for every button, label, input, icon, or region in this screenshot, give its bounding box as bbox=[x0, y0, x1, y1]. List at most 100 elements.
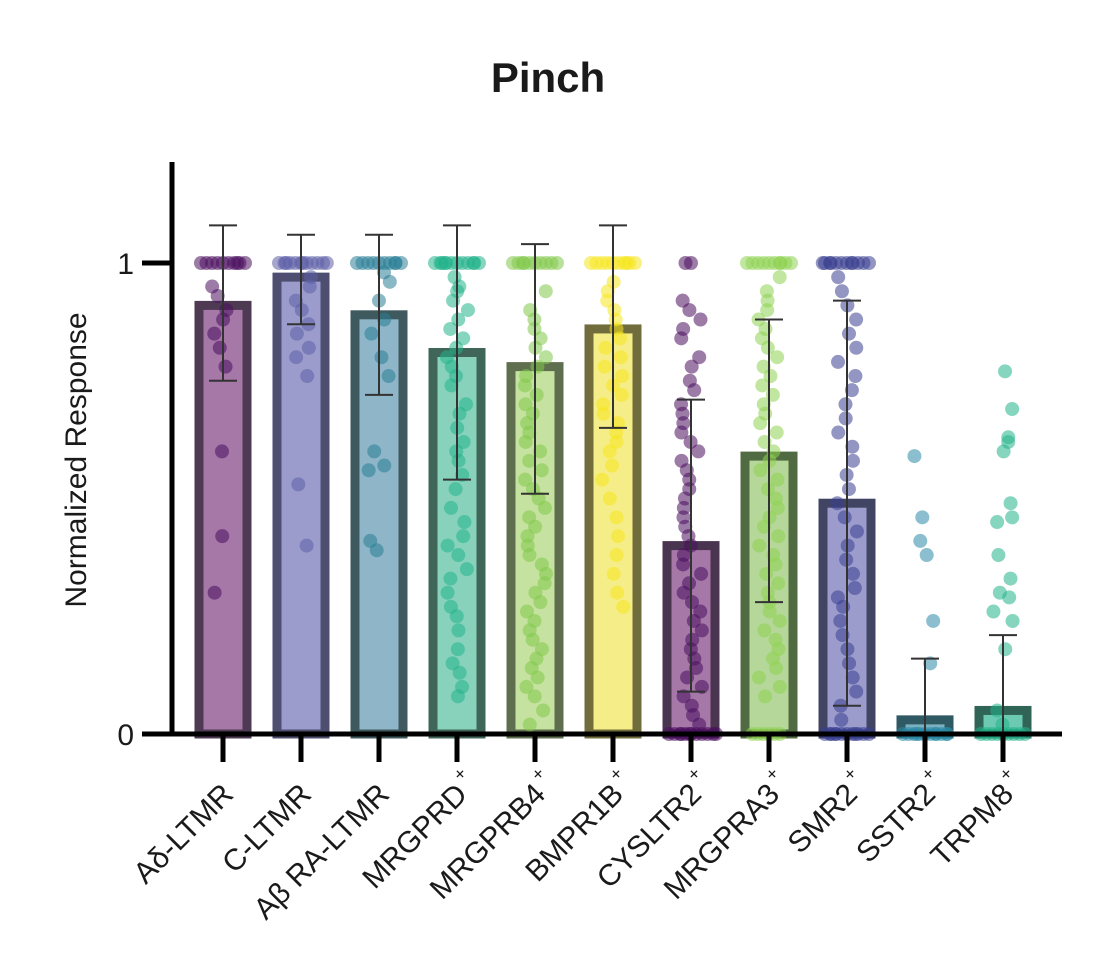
data-point bbox=[459, 562, 474, 577]
data-point bbox=[694, 623, 709, 638]
data-point bbox=[451, 623, 466, 638]
x-tick-label-7: MRGPRA3+ bbox=[658, 763, 786, 906]
chart-title: Pinch bbox=[491, 54, 605, 101]
error-bars-layer bbox=[209, 224, 1017, 734]
x-tick-text-2: Aβ RA-LTMR bbox=[248, 778, 396, 926]
data-point bbox=[845, 670, 860, 685]
data-point bbox=[834, 712, 849, 727]
data-point bbox=[844, 383, 859, 398]
data-point bbox=[537, 576, 552, 591]
data-point bbox=[759, 566, 774, 581]
data-point bbox=[364, 326, 379, 341]
data-point bbox=[848, 369, 863, 384]
data-point bbox=[377, 312, 392, 327]
data-point bbox=[299, 538, 314, 553]
data-point bbox=[443, 571, 458, 586]
data-point bbox=[518, 434, 533, 449]
data-point bbox=[517, 378, 532, 393]
x-tick-label-2: Aβ RA-LTMR bbox=[248, 778, 396, 926]
data-point bbox=[772, 270, 787, 285]
data-point bbox=[448, 482, 463, 497]
data-point bbox=[602, 491, 617, 506]
data-point bbox=[907, 449, 922, 464]
data-point bbox=[831, 354, 846, 369]
data-point bbox=[291, 477, 306, 492]
data-point bbox=[614, 387, 629, 402]
data-point bbox=[536, 703, 551, 718]
data-point bbox=[926, 613, 941, 628]
data-point bbox=[527, 689, 542, 704]
data-point bbox=[847, 580, 862, 595]
data-point bbox=[374, 350, 389, 365]
data-point bbox=[689, 661, 704, 676]
data-point bbox=[991, 548, 1006, 563]
data-point bbox=[676, 557, 691, 572]
data-point bbox=[692, 350, 707, 365]
data-point bbox=[1005, 510, 1020, 525]
data-point bbox=[763, 369, 778, 384]
data-point bbox=[998, 642, 1013, 657]
data-point bbox=[606, 566, 621, 581]
data-point bbox=[440, 585, 455, 600]
data-point bbox=[753, 416, 768, 431]
y-tick-label-0: 0 bbox=[117, 719, 134, 752]
data-point bbox=[849, 340, 864, 355]
data-point bbox=[770, 472, 785, 487]
data-point bbox=[449, 609, 464, 624]
data-point bbox=[676, 585, 691, 600]
data-point bbox=[751, 670, 766, 685]
data-point bbox=[831, 270, 846, 285]
data-point bbox=[612, 331, 627, 346]
data-point bbox=[684, 359, 699, 374]
data-point bbox=[842, 656, 857, 671]
data-point bbox=[913, 533, 928, 548]
data-point bbox=[757, 623, 772, 638]
bar-1 bbox=[272, 272, 330, 739]
data-point bbox=[838, 411, 853, 426]
x-tick-label-10: TRPM8+ bbox=[925, 763, 1020, 873]
data-point bbox=[990, 703, 1005, 718]
data-point bbox=[833, 613, 848, 628]
data-point bbox=[609, 510, 624, 525]
x-tick-text-0: Aδ-LTMR bbox=[127, 778, 240, 891]
data-point bbox=[1003, 571, 1018, 586]
data-point bbox=[831, 425, 846, 440]
data-point bbox=[595, 472, 610, 487]
data-point bbox=[986, 604, 1001, 619]
data-point bbox=[837, 510, 852, 525]
y-axis-label: Normalized Response bbox=[60, 312, 93, 607]
data-point bbox=[616, 599, 631, 614]
data-point bbox=[1003, 496, 1018, 511]
data-point bbox=[382, 274, 397, 289]
data-point bbox=[919, 548, 934, 563]
data-point bbox=[674, 425, 689, 440]
data-point bbox=[456, 529, 471, 544]
data-point bbox=[440, 538, 455, 553]
data-point bbox=[694, 679, 709, 694]
data-point bbox=[615, 369, 630, 384]
data-point bbox=[538, 284, 553, 299]
data-point bbox=[678, 256, 693, 270]
data-point bbox=[452, 665, 467, 680]
y-tick-label-1: 1 bbox=[117, 248, 134, 281]
data-point bbox=[289, 326, 304, 341]
data-point bbox=[319, 256, 334, 270]
data-point bbox=[215, 529, 230, 544]
data-point bbox=[533, 444, 548, 459]
data-point bbox=[771, 529, 786, 544]
data-point bbox=[455, 467, 470, 482]
data-point bbox=[528, 519, 543, 534]
data-point bbox=[772, 613, 787, 628]
data-point bbox=[460, 303, 475, 318]
data-point bbox=[450, 689, 465, 704]
data-point bbox=[194, 256, 208, 270]
data-point bbox=[214, 444, 229, 459]
data-point bbox=[451, 453, 466, 468]
data-point bbox=[836, 599, 851, 614]
data-point bbox=[456, 434, 471, 449]
data-point bbox=[770, 350, 785, 365]
data-point bbox=[367, 444, 382, 459]
data-point bbox=[609, 548, 624, 563]
data-point bbox=[841, 482, 856, 497]
data-point bbox=[522, 548, 537, 563]
